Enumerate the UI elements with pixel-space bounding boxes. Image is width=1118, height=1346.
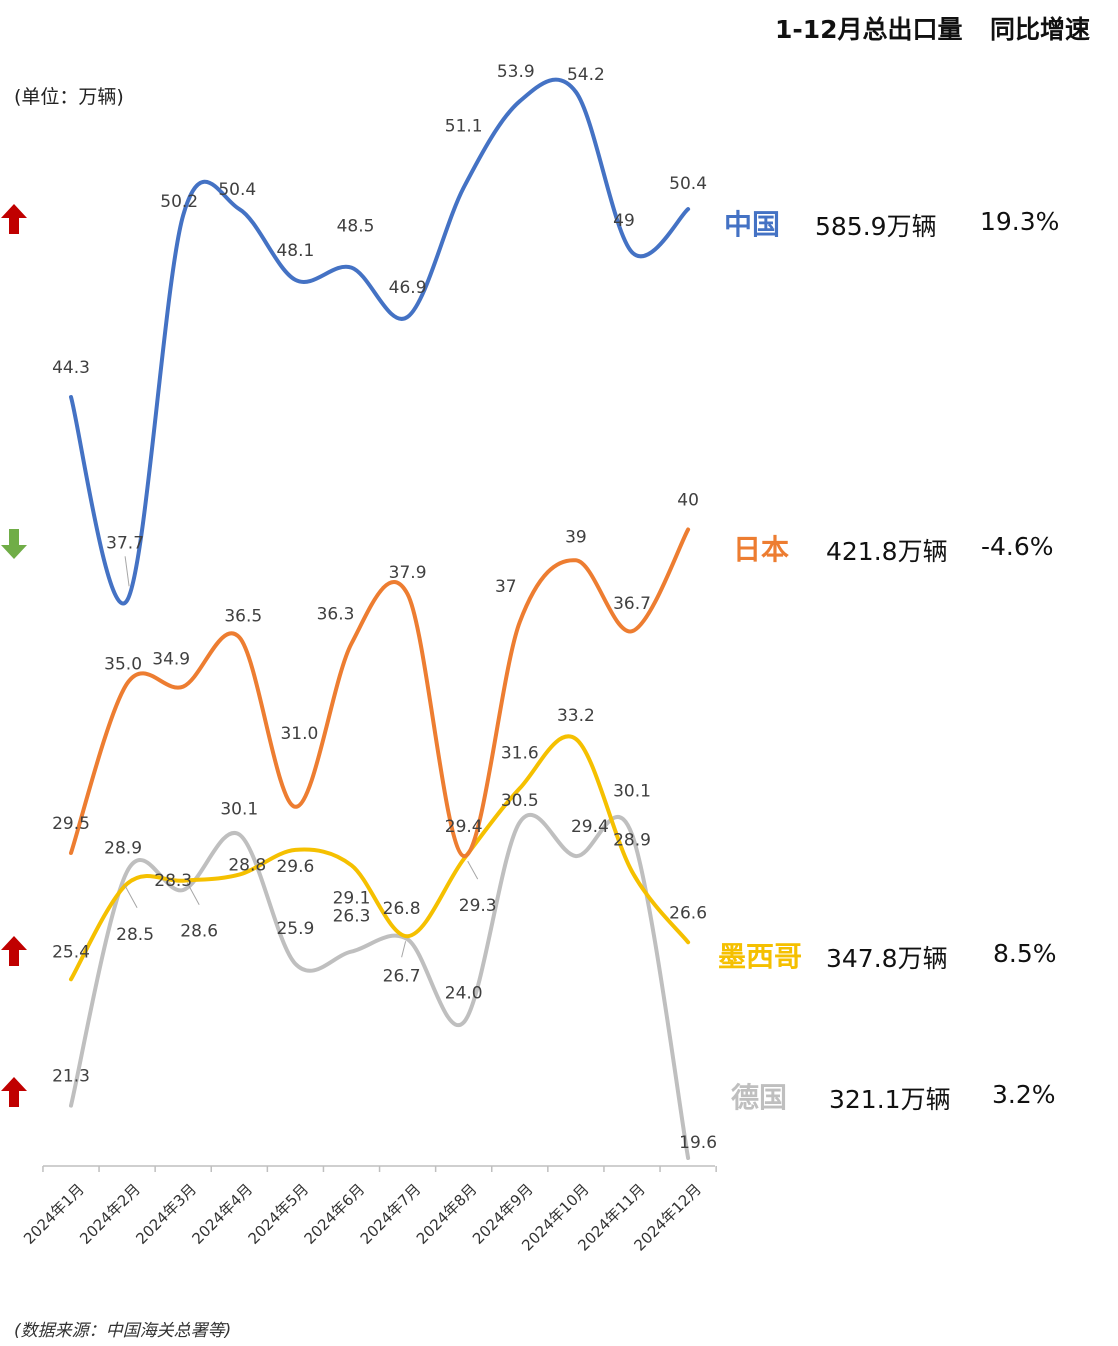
growth-rate-header: 同比增速 xyxy=(990,15,1091,44)
data-label: 48.5 xyxy=(337,217,375,237)
data-label: 30.1 xyxy=(613,782,651,802)
data-label: 30.1 xyxy=(220,800,258,820)
data-label: 26.7 xyxy=(383,966,421,986)
data-label: 46.9 xyxy=(389,278,427,298)
data-label: 24.0 xyxy=(445,983,483,1003)
data-label: 26.6 xyxy=(669,903,707,923)
data-label: 28.9 xyxy=(104,838,142,858)
legend-total: 585.9万辆 xyxy=(815,212,937,241)
data-label: 29.1 xyxy=(333,888,371,908)
data-label: 33.2 xyxy=(557,706,595,726)
legend-growth: 8.5% xyxy=(993,939,1057,968)
data-label: 31.6 xyxy=(501,743,539,763)
legend-growth: 19.3% xyxy=(980,207,1060,236)
data-label: 37.7 xyxy=(106,533,144,553)
series-line xyxy=(69,734,691,982)
legend-name: 德国 xyxy=(731,1081,788,1114)
data-label: 48.1 xyxy=(276,241,314,261)
data-label: 28.6 xyxy=(180,922,218,942)
legend-name: 日本 xyxy=(733,533,790,566)
arrow-up-icon xyxy=(1,936,27,966)
data-label: 19.6 xyxy=(679,1133,717,1153)
arrow-up-icon xyxy=(1,204,27,234)
data-label: 44.3 xyxy=(52,358,90,378)
data-label: 26.3 xyxy=(333,907,371,927)
label-leader-line xyxy=(124,885,138,909)
data-label: 37 xyxy=(495,577,517,597)
source-note: (数据来源：中国海关总署等) xyxy=(14,1321,232,1341)
data-label: 36.7 xyxy=(613,594,651,614)
data-label: 28.8 xyxy=(228,856,266,876)
data-label: 28.5 xyxy=(116,925,154,945)
label-leader-line xyxy=(401,941,407,958)
legend-growth: -4.6% xyxy=(981,532,1054,561)
data-label: 21.3 xyxy=(52,1067,90,1087)
data-label: 50.4 xyxy=(669,174,707,194)
legend-row-mexico: 墨西哥 347.8万辆 8.5% xyxy=(0,935,1118,975)
data-label: 26.8 xyxy=(383,899,421,919)
data-label: 25.9 xyxy=(276,919,314,939)
data-label: 29.4 xyxy=(571,817,609,837)
data-label: 50.2 xyxy=(160,192,198,212)
data-label: 31.0 xyxy=(280,724,318,744)
legend-total: 347.8万辆 xyxy=(826,944,948,973)
data-label: 36.3 xyxy=(317,604,355,624)
legend-name: 中国 xyxy=(724,208,781,241)
data-label: 35.0 xyxy=(104,655,142,675)
legend-row-japan: 日本 421.8万辆 -4.6% xyxy=(0,528,1118,568)
data-label: 34.9 xyxy=(152,650,190,670)
legend-total: 421.8万辆 xyxy=(826,537,948,566)
data-label: 28.3 xyxy=(154,871,192,891)
legend-row-china: 中国 585.9万辆 19.3% xyxy=(0,203,1118,243)
data-label: 37.9 xyxy=(389,563,427,583)
data-label: 29.4 xyxy=(445,817,483,837)
arrow-down-icon xyxy=(1,529,27,559)
data-label: 51.1 xyxy=(445,117,483,137)
label-leader-line xyxy=(467,860,479,880)
data-label: 29.3 xyxy=(459,896,497,916)
data-label: 29.6 xyxy=(276,857,314,877)
total-export-header: 1-12月总出口量 xyxy=(775,15,963,44)
legend-growth: 3.2% xyxy=(992,1080,1056,1109)
data-label: 40 xyxy=(677,490,699,510)
arrow-up-icon xyxy=(1,1077,27,1107)
data-label: 30.5 xyxy=(501,791,539,811)
data-label: 53.9 xyxy=(497,62,535,82)
data-label: 50.4 xyxy=(218,180,256,200)
legend-name: 墨西哥 xyxy=(718,940,803,973)
data-label: 49 xyxy=(613,211,635,231)
unit-label: (单位：万辆) xyxy=(14,86,124,108)
data-label: 25.4 xyxy=(52,942,90,962)
data-label: 54.2 xyxy=(567,65,605,85)
legend-row-germany: 德国 321.1万辆 3.2% xyxy=(0,1076,1118,1116)
label-leader-line xyxy=(124,556,130,587)
data-label: 28.9 xyxy=(613,830,651,850)
data-label: 36.5 xyxy=(224,606,262,626)
data-label: 39 xyxy=(565,527,587,547)
series-line xyxy=(69,77,691,606)
series-line xyxy=(69,527,691,859)
data-label: 29.5 xyxy=(52,814,90,834)
legend-total: 321.1万辆 xyxy=(829,1085,951,1114)
label-leader-line xyxy=(186,882,200,905)
